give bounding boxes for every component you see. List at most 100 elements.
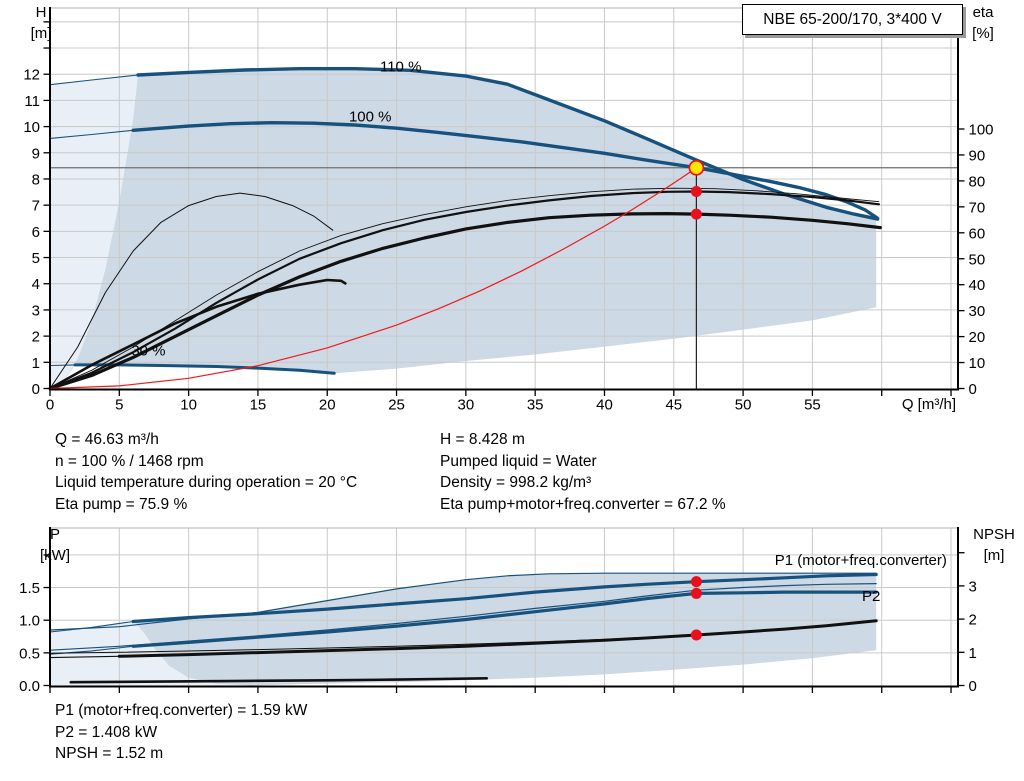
x-tick-label: 10 (180, 397, 197, 414)
y-right-tick-label: 2 (969, 612, 977, 629)
y-left-tick-label: 0.5 (19, 645, 40, 662)
p-axis-title: P [kW] (32, 524, 78, 566)
p1-point-marker (690, 576, 702, 588)
p2-low-speed-curve (69, 676, 489, 684)
npsh-curve (117, 619, 878, 658)
speed-100-curve (131, 120, 880, 221)
y-right-tick-label: 90 (969, 147, 986, 164)
h-axis-unit: [m] (30, 25, 52, 42)
p-axis-unit: [kW] (40, 547, 70, 564)
npsh-axis-unit: [m] (983, 547, 1005, 564)
y-left-tick-label: 1.5 (19, 580, 40, 597)
h-axis-title: H [m] (24, 2, 58, 44)
eta-total-point-marker (690, 208, 702, 220)
curve-label: 100 % (349, 109, 392, 126)
npsh-axis-title: NPSH [m] (966, 524, 1022, 566)
q-axis-unit: Q [m³/h] (901, 396, 956, 413)
x-tick-label: 25 (388, 397, 405, 414)
info-pumped-liquid: Pumped liquid = Water (440, 452, 597, 470)
info-q: Q = 46.63 m³/h (55, 431, 159, 448)
eta-axis-title: eta [%] (962, 2, 1004, 44)
x-tick-label: 50 (735, 397, 752, 414)
curve-label: P1 (motor+freq.converter) (775, 552, 947, 569)
npsh-point-marker (690, 629, 702, 641)
power-region-dark (134, 573, 877, 686)
p1-110-curve (49, 572, 877, 631)
y-right-tick-label: 0 (969, 678, 977, 695)
curve-label: 110 % (380, 58, 421, 75)
eta-total-curve (48, 212, 882, 391)
y-left-tick-label: 10 (23, 119, 40, 136)
x-tick-label: 45 (665, 397, 682, 414)
power-chart: P1 (motor+freq.converter)P20.00.51.01.50… (19, 527, 977, 695)
p2-100-curve (131, 590, 878, 648)
y-left-tick-label: 5 (32, 250, 40, 267)
info-density: Density = 998.2 kg/m³ (440, 474, 592, 491)
y-right-tick-label: 100 (969, 122, 994, 139)
h-axis-symbol: H (35, 4, 47, 21)
duty-point-marker (688, 159, 705, 176)
speed-30-curve-lead (49, 364, 76, 367)
eta-low-speed-thick-curve (48, 278, 347, 390)
eta-axis-symbol: eta (972, 4, 994, 21)
x-tick-label: 15 (250, 397, 267, 414)
info-npsh: NPSH = 1.52 m (55, 745, 164, 762)
y-left-tick-label: 0 (32, 381, 40, 398)
speed-110-curve-lead (49, 74, 139, 86)
npsh-axis-symbol: NPSH (973, 526, 1015, 543)
info-head: H = 8.428 m (440, 431, 525, 448)
eta-axis-unit: [%] (972, 25, 994, 42)
y-left-tick-label: 4 (32, 276, 40, 293)
p1-100-curve (131, 572, 878, 624)
x-tick-label: 0 (46, 397, 54, 414)
info-p2: P2 = 1.408 kW (55, 723, 158, 741)
y-right-tick-label: 60 (969, 225, 986, 242)
eta-low-speed-thin-curve (49, 192, 334, 389)
y-right-tick-label: 80 (969, 173, 986, 190)
npsh-curve-lead (49, 655, 120, 659)
pump-title: NBE 65-200/170, 3*400 V (763, 10, 942, 28)
y-left-tick-label: 0.0 (19, 678, 40, 695)
speed-100-curve-lead (49, 129, 134, 139)
system-curve (49, 167, 698, 390)
power-region-light (50, 622, 251, 686)
info-speed: n = 100 % / 1468 rpm (55, 452, 204, 470)
x-tick-label: 35 (527, 397, 544, 414)
duty-info-left: Q = 46.63 m³/h n = 100 % / 1468 rpm Liqu… (55, 429, 357, 515)
y-right-tick-label: 20 (969, 329, 986, 346)
y-right-tick-label: 1 (969, 645, 977, 662)
y-right-tick-label: 3 (969, 578, 977, 595)
y-right-tick-label: 30 (969, 303, 986, 320)
y-left-tick-label: 8 (32, 171, 40, 188)
y-left-tick-label: 6 (32, 224, 40, 241)
y-left-tick-label: 12 (23, 67, 40, 84)
x-tick-label: 30 (458, 397, 475, 414)
y-right-tick-label: 40 (969, 277, 986, 294)
y-left-tick-label: 9 (32, 145, 40, 162)
pump-title-box: NBE 65-200/170, 3*400 V (742, 4, 963, 35)
y-left-tick-label: 2 (32, 329, 40, 346)
x-tick-label: 55 (804, 397, 821, 414)
y-left-tick-label: 1 (32, 355, 40, 372)
info-eta-total: Eta pump+motor+freq.converter = 67.2 % (440, 495, 726, 513)
eta-hairline-curve (49, 187, 880, 389)
p-axis-symbol: P (49, 526, 60, 543)
info-liquid-temp: Liquid temperature during operation = 20… (55, 474, 358, 491)
y-right-tick-label: 70 (969, 199, 986, 216)
y-left-tick-label: 11 (24, 93, 40, 110)
hq-chart: 110 %100 %30 %01234567891011120102030405… (23, 7, 994, 414)
x-tick-label: 5 (115, 397, 123, 414)
curve-label: P2 (862, 588, 880, 605)
y-left-tick-label: 7 (32, 198, 40, 215)
speed-110-curve (136, 66, 880, 221)
y-right-tick-label: 10 (969, 355, 986, 372)
duty-info-right: H = 8.428 m Pumped liquid = Water Densit… (440, 429, 726, 515)
p2-point-marker (690, 587, 702, 599)
x-tick-label: 40 (596, 397, 613, 414)
y-right-tick-label: 50 (969, 251, 986, 268)
curve-label: 30 % (131, 343, 165, 360)
info-eta-pump: Eta pump = 75.9 % (55, 495, 188, 513)
x-tick-label: 20 (319, 397, 336, 414)
y-left-tick-label: 1.0 (19, 613, 40, 630)
